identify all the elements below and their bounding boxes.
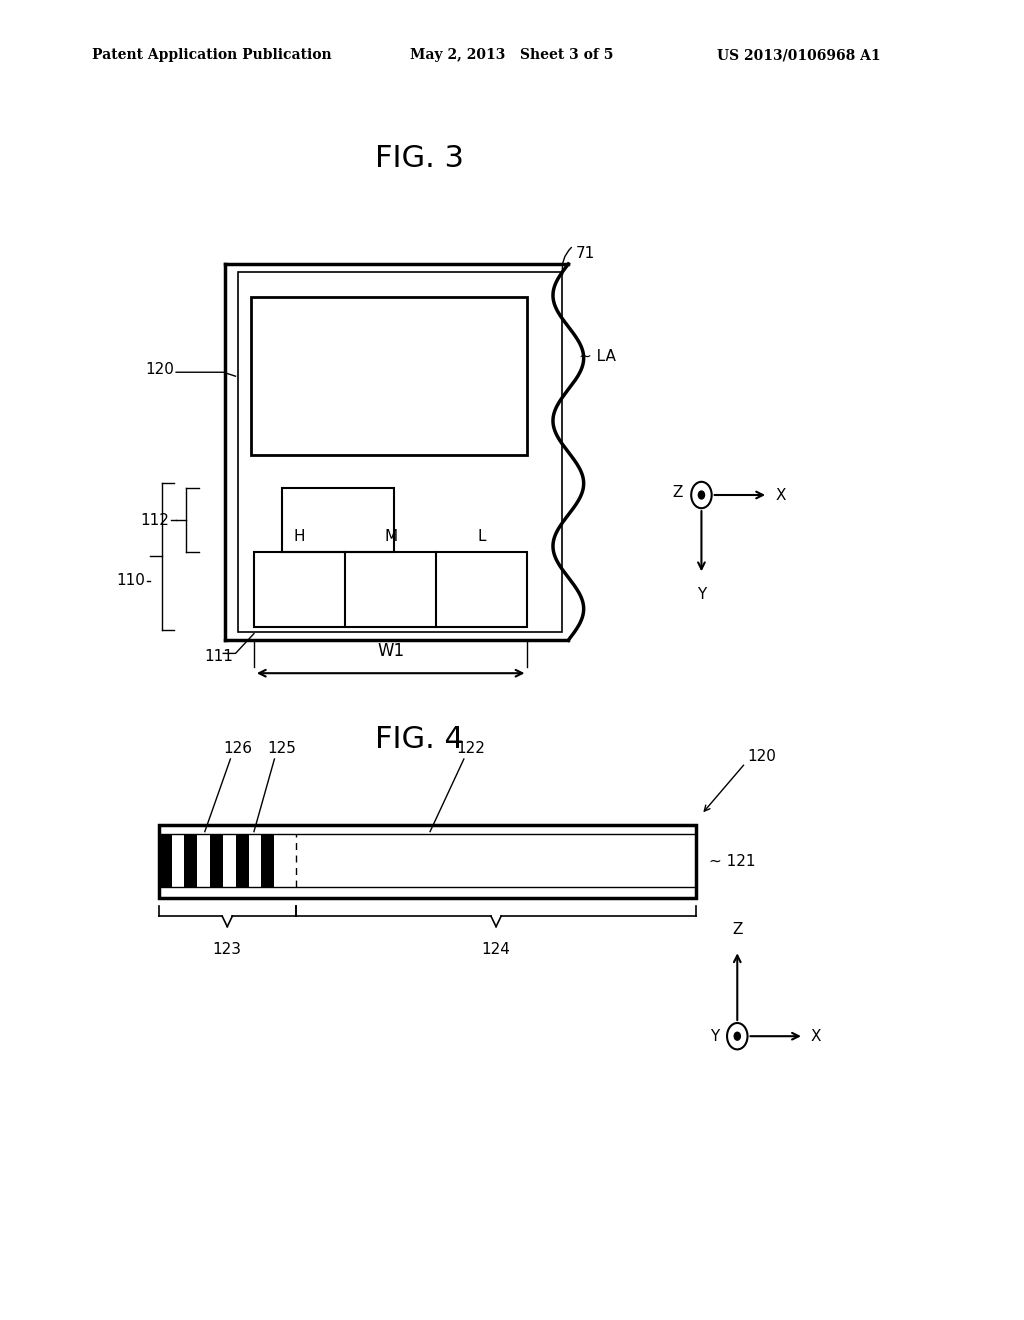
Text: 125: 125 xyxy=(267,742,296,756)
Text: X: X xyxy=(775,487,785,503)
Text: FIG. 3: FIG. 3 xyxy=(376,144,464,173)
Bar xyxy=(236,834,249,887)
Text: FIG. 4: FIG. 4 xyxy=(376,725,464,754)
Text: M: M xyxy=(384,529,397,544)
Bar xyxy=(210,834,223,887)
Text: 120: 120 xyxy=(748,748,776,764)
Text: 124: 124 xyxy=(481,942,511,957)
Text: Patent Application Publication: Patent Application Publication xyxy=(92,49,332,62)
Text: Z: Z xyxy=(732,923,742,937)
Text: L: L xyxy=(477,529,486,544)
Bar xyxy=(184,834,198,887)
Text: H: H xyxy=(294,529,305,544)
Text: Z: Z xyxy=(673,484,683,500)
Bar xyxy=(254,552,527,627)
Bar xyxy=(282,488,394,552)
Bar xyxy=(238,272,562,632)
Bar xyxy=(159,825,696,898)
Text: 126: 126 xyxy=(223,742,252,756)
Bar xyxy=(251,297,527,455)
Circle shape xyxy=(698,491,705,499)
Text: X: X xyxy=(811,1028,821,1044)
Text: US 2013/0106968 A1: US 2013/0106968 A1 xyxy=(717,49,881,62)
Text: ~ 121: ~ 121 xyxy=(709,854,755,869)
Text: 122: 122 xyxy=(457,742,485,756)
Text: 120: 120 xyxy=(145,362,174,378)
Circle shape xyxy=(734,1032,740,1040)
Text: 110: 110 xyxy=(117,573,145,589)
Text: 112: 112 xyxy=(140,512,169,528)
Text: 71: 71 xyxy=(575,246,595,261)
Text: May 2, 2013   Sheet 3 of 5: May 2, 2013 Sheet 3 of 5 xyxy=(410,49,613,62)
Text: 111: 111 xyxy=(205,648,233,664)
Bar xyxy=(261,834,274,887)
Text: 123: 123 xyxy=(213,942,242,957)
Text: Y: Y xyxy=(696,587,707,602)
Text: Y: Y xyxy=(710,1028,719,1044)
Bar xyxy=(159,834,172,887)
Text: ~ LA: ~ LA xyxy=(579,348,615,364)
Text: W1: W1 xyxy=(377,642,404,660)
